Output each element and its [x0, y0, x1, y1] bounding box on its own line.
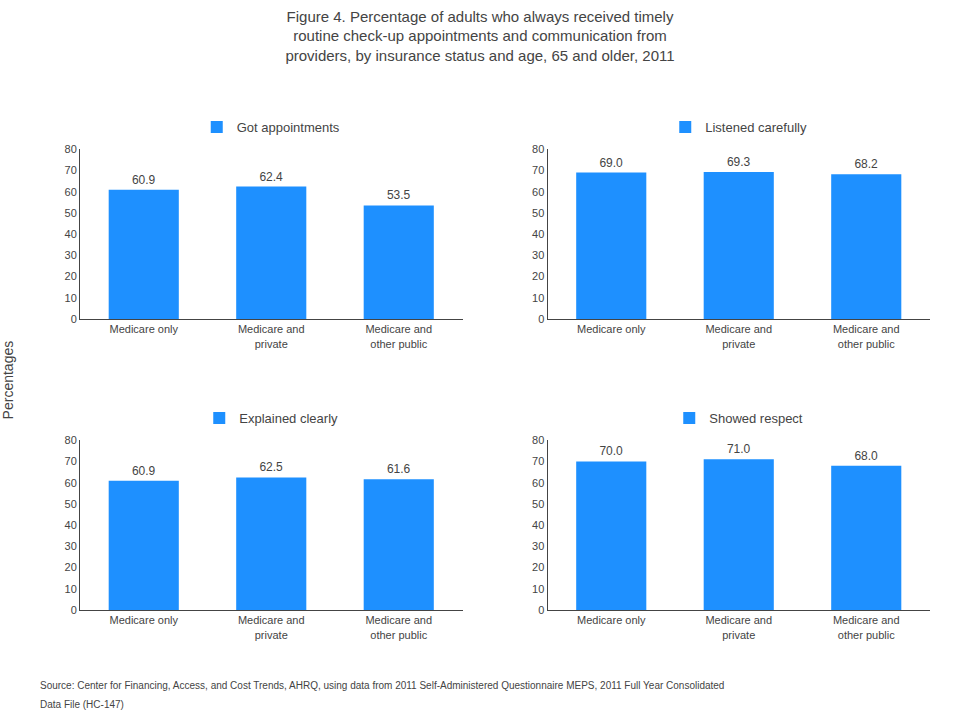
svg-text:60: 60 — [532, 477, 544, 489]
svg-text:0: 0 — [71, 313, 77, 325]
svg-text:69.3: 69.3 — [727, 155, 751, 169]
svg-text:20: 20 — [532, 270, 544, 282]
svg-text:Medicare andprivate: Medicare andprivate — [705, 323, 772, 349]
svg-text:Medicare andother public: Medicare andother public — [833, 614, 900, 640]
svg-text:70: 70 — [532, 164, 544, 176]
svg-text:50: 50 — [532, 207, 544, 219]
svg-text:Medicare andprivate: Medicare andprivate — [238, 323, 305, 349]
svg-text:70: 70 — [65, 455, 77, 467]
svg-text:Medicare only: Medicare only — [577, 323, 646, 335]
svg-text:50: 50 — [65, 207, 77, 219]
svg-text:80: 80 — [65, 434, 77, 446]
svg-text:0: 0 — [538, 604, 544, 616]
svg-text:Figure 4. Percentage of adults: Figure 4. Percentage of adults who alway… — [285, 8, 674, 64]
svg-text:10: 10 — [532, 583, 544, 595]
svg-text:68.0: 68.0 — [854, 449, 878, 463]
svg-text:Showed respect: Showed respect — [709, 411, 803, 426]
svg-text:30: 30 — [65, 540, 77, 552]
svg-text:0: 0 — [71, 604, 77, 616]
svg-text:70: 70 — [532, 455, 544, 467]
svg-text:53.5: 53.5 — [387, 188, 411, 202]
svg-text:Explained clearly: Explained clearly — [239, 411, 338, 426]
svg-text:50: 50 — [532, 498, 544, 510]
svg-text:69.0: 69.0 — [599, 156, 623, 170]
svg-text:80: 80 — [532, 143, 544, 155]
svg-text:62.5: 62.5 — [259, 460, 283, 474]
svg-text:60.9: 60.9 — [132, 173, 156, 187]
svg-text:40: 40 — [65, 228, 77, 240]
svg-text:40: 40 — [65, 519, 77, 531]
svg-text:40: 40 — [532, 519, 544, 531]
svg-text:60.9: 60.9 — [132, 464, 156, 478]
svg-text:70.0: 70.0 — [599, 444, 623, 458]
svg-text:Medicare only: Medicare only — [577, 614, 646, 626]
svg-text:0: 0 — [538, 313, 544, 325]
svg-text:61.6: 61.6 — [387, 462, 411, 476]
svg-text:Percentages: Percentages — [0, 341, 16, 420]
svg-text:20: 20 — [65, 561, 77, 573]
svg-text:60: 60 — [532, 186, 544, 198]
svg-text:71.0: 71.0 — [727, 442, 751, 456]
svg-text:Medicare andother public: Medicare andother public — [833, 323, 900, 349]
svg-text:10: 10 — [65, 292, 77, 304]
svg-text:Source: Center for Financing,: Source: Center for Financing, Access, an… — [40, 680, 724, 691]
svg-text:Data File (HC-147): Data File (HC-147) — [40, 699, 124, 710]
svg-text:68.2: 68.2 — [854, 157, 878, 171]
svg-text:30: 30 — [532, 540, 544, 552]
svg-text:Listened carefully: Listened carefully — [705, 120, 807, 135]
svg-text:20: 20 — [65, 270, 77, 282]
svg-text:30: 30 — [65, 249, 77, 261]
svg-text:20: 20 — [532, 561, 544, 573]
svg-text:Medicare andprivate: Medicare andprivate — [238, 614, 305, 640]
svg-text:60: 60 — [65, 186, 77, 198]
svg-text:Got appointments: Got appointments — [237, 120, 340, 135]
svg-text:10: 10 — [65, 583, 77, 595]
svg-text:Medicare andother public: Medicare andother public — [365, 614, 432, 640]
svg-text:10: 10 — [532, 292, 544, 304]
svg-text:30: 30 — [532, 249, 544, 261]
svg-text:Medicare andother public: Medicare andother public — [365, 323, 432, 349]
svg-text:50: 50 — [65, 498, 77, 510]
svg-text:Medicare andprivate: Medicare andprivate — [705, 614, 772, 640]
svg-text:62.4: 62.4 — [259, 170, 283, 184]
svg-text:Medicare only: Medicare only — [110, 323, 179, 335]
svg-text:Medicare only: Medicare only — [110, 614, 179, 626]
svg-text:40: 40 — [532, 228, 544, 240]
svg-text:80: 80 — [532, 434, 544, 446]
svg-text:60: 60 — [65, 477, 77, 489]
svg-text:70: 70 — [65, 164, 77, 176]
svg-text:80: 80 — [65, 143, 77, 155]
